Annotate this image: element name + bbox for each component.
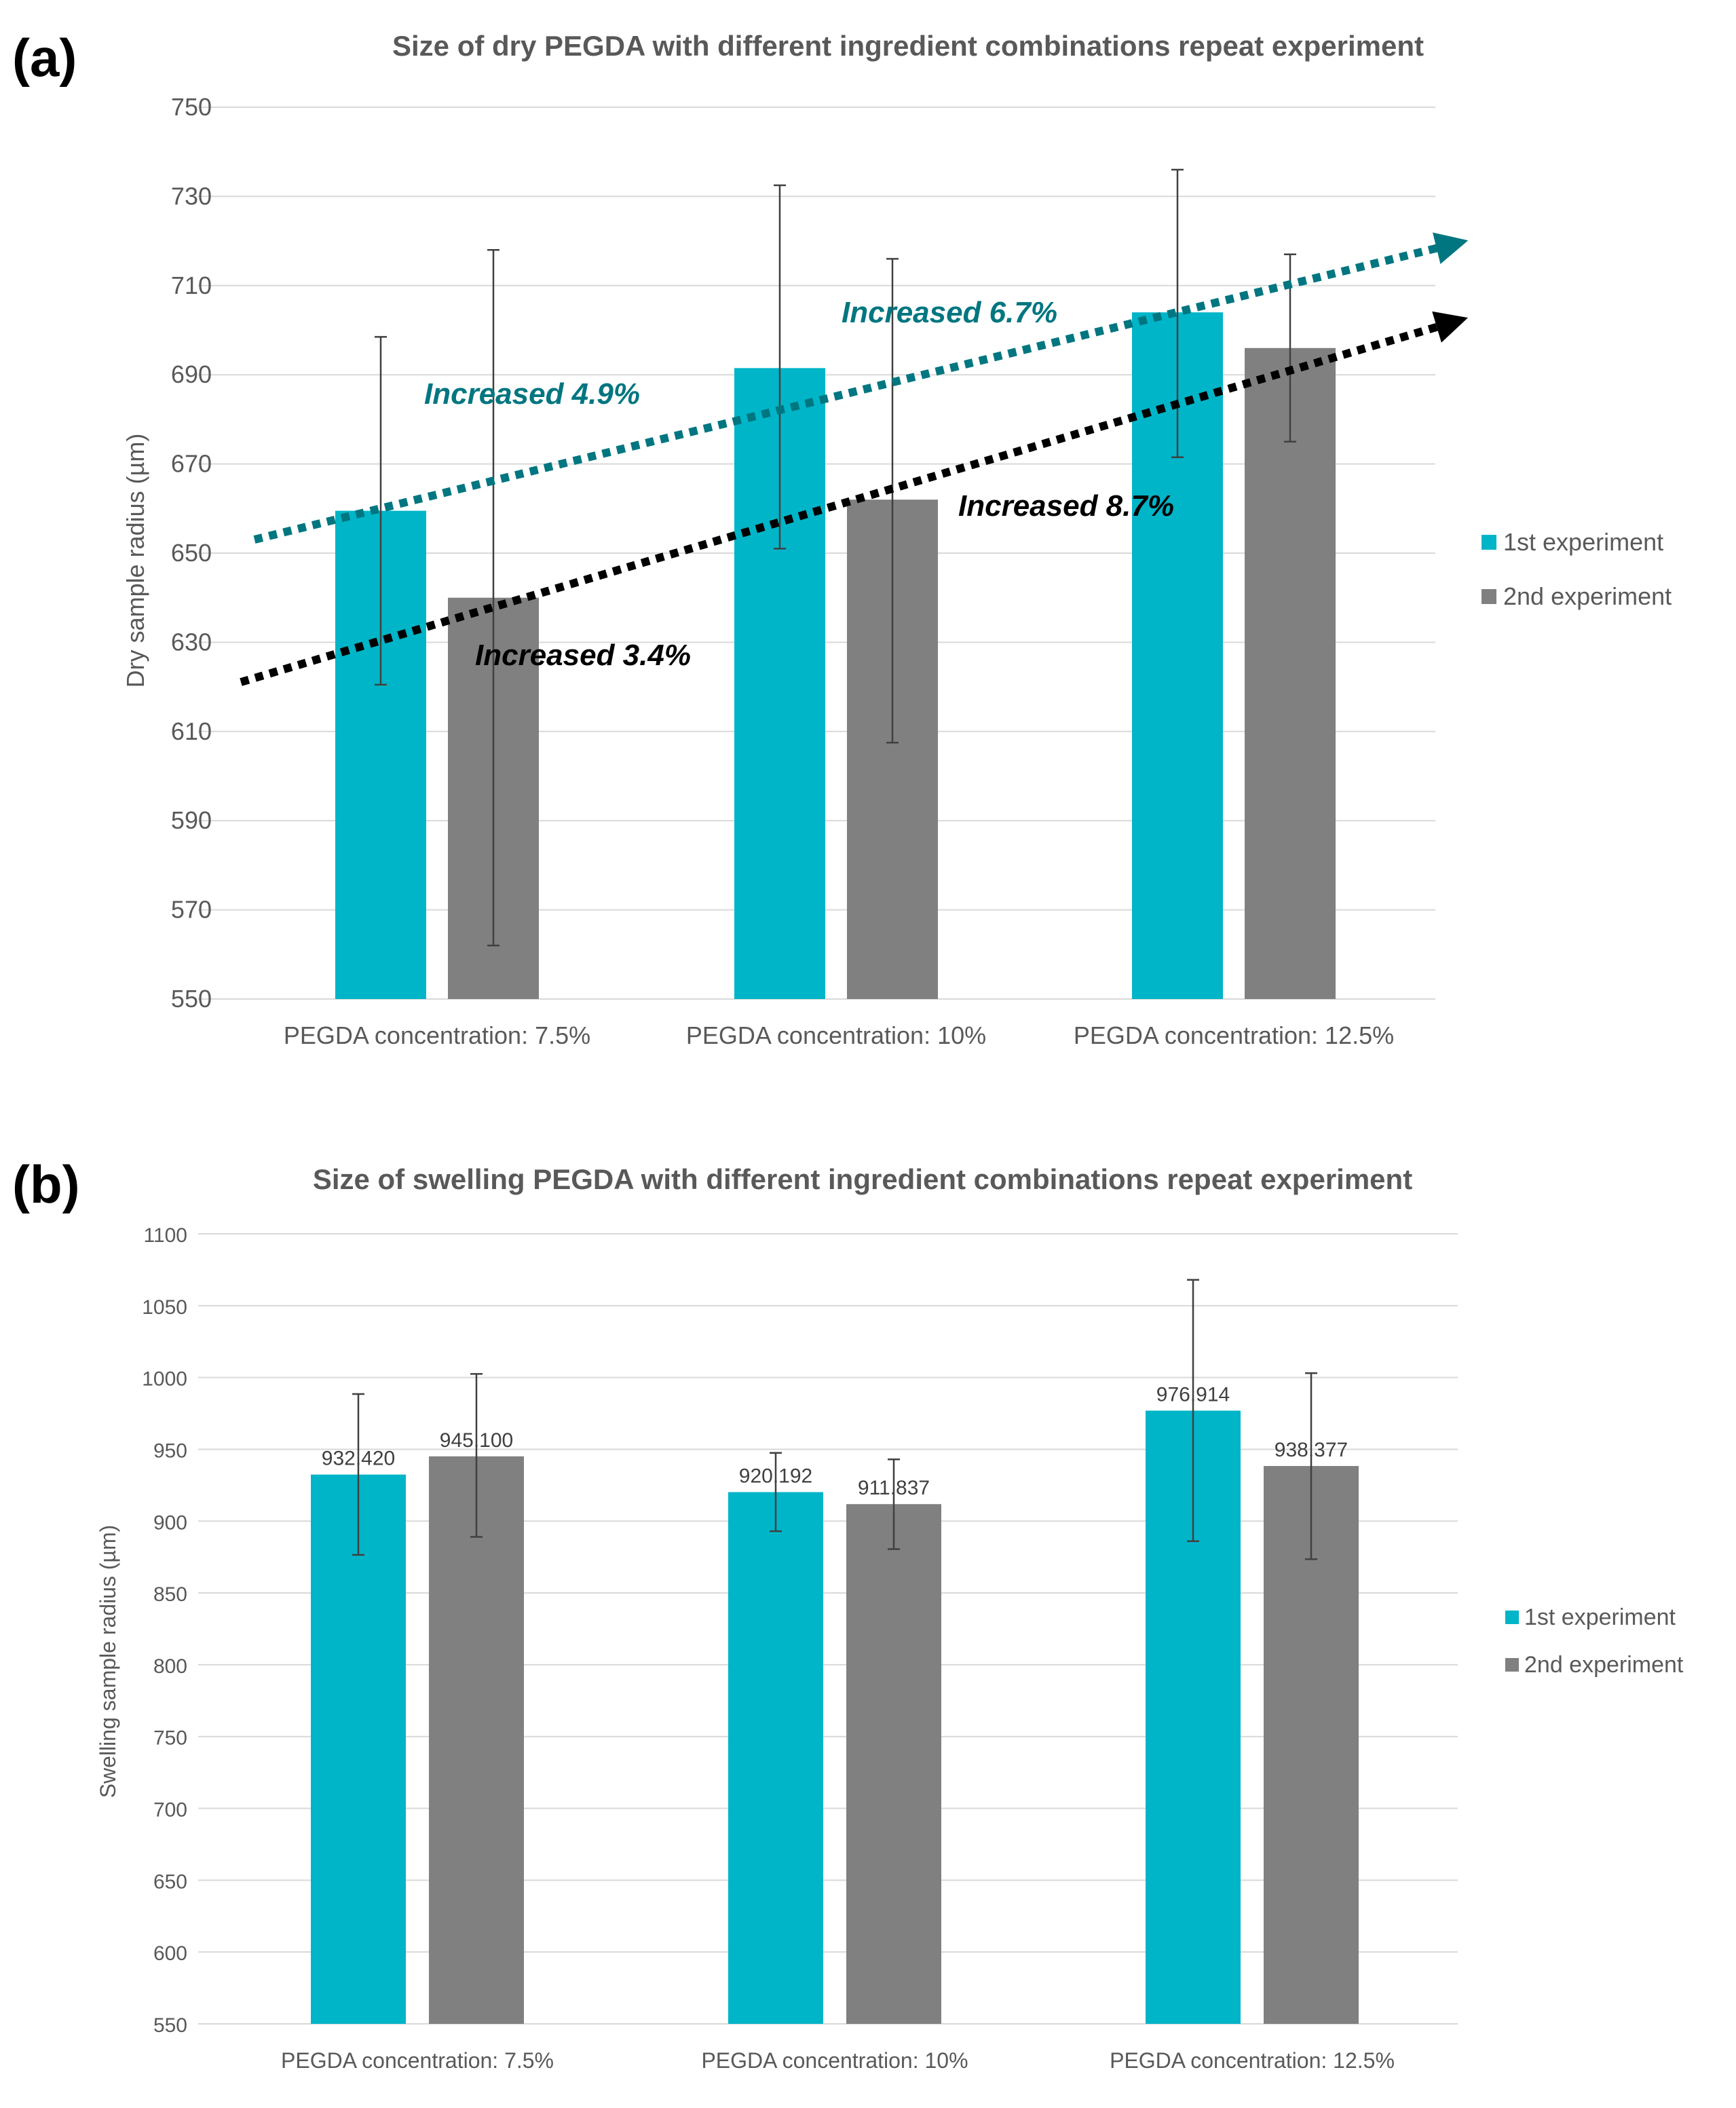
data-label-1st-cat2: 920.192: [739, 1465, 812, 1488]
y-tick-label-590: 590: [171, 806, 212, 834]
y-tick-label-750: 750: [153, 1727, 187, 1750]
data-label-1st-cat1: 932.420: [322, 1448, 395, 1470]
x-category-label-3: PEGDA concentration: 12.5%: [1110, 2048, 1395, 2073]
bar-2nd-cat3: [1245, 347, 1336, 999]
y-tick-label-600: 600: [153, 1942, 187, 1965]
chart-a-legend-swatch-1st: [1482, 535, 1496, 550]
teal-trend-arrow: [253, 232, 1469, 544]
chart-b-title: Size of swelling PEGDA with different in…: [313, 1163, 1412, 1195]
teal-annotation-1: Increased 4.9%: [424, 377, 640, 411]
y-tick-label-570: 570: [171, 896, 212, 924]
y-tick-label-650: 650: [171, 539, 212, 567]
y-tick-label-730: 730: [171, 182, 212, 210]
chart-b-y-ticks: 550 600 650 700 750 800 850 900 950 1000 1050 1100: [142, 1224, 187, 2037]
panel-a-label: (a): [12, 28, 77, 88]
y-tick-label-610: 610: [171, 717, 212, 745]
chart-b-gridlines: [198, 1233, 1458, 2025]
chart-a-legend: 1st experiment 2nd experiment: [1482, 528, 1672, 610]
chart-a-legend-label-2nd: 2nd experiment: [1503, 582, 1672, 610]
chart-b-legend-swatch-2nd: [1505, 1658, 1519, 1672]
data-label-2nd-cat3: 938.377: [1275, 1439, 1348, 1461]
y-tick-label-710: 710: [171, 271, 212, 299]
y-tick-label-550: 550: [171, 985, 212, 1013]
chart-panel-b: (b) Size of swelling PEGDA with differen…: [12, 1154, 1684, 2073]
chart-b-data-labels: 932.420 920.192 976.914 945.100 911.837 938.3…: [322, 1383, 1348, 1499]
y-tick-label-950: 950: [153, 1439, 187, 1462]
chart-panel-a: (a) Size of dry PEGDA with different ing…: [12, 28, 1672, 1049]
black-annotation-1: Increased 3.4%: [475, 639, 691, 672]
chart-b-y-axis-title: Swelling sample radius (µm): [96, 1525, 120, 1799]
black-trend-arrow: [240, 311, 1469, 686]
teal-annotation-2: Increased 6.7%: [842, 296, 1057, 329]
y-tick-label-1100: 1100: [143, 1224, 187, 1247]
x-category-label-2: PEGDA concentration: 10%: [686, 1021, 986, 1049]
y-tick-label-670: 670: [171, 450, 212, 478]
data-label-1st-cat3: 976.914: [1156, 1383, 1230, 1406]
x-category-label-1: PEGDA concentration: 7.5%: [284, 1021, 590, 1049]
bar-1st-cat1: [311, 1474, 406, 2024]
y-tick-label-690: 690: [171, 360, 212, 388]
y-tick-label-1000: 1000: [142, 1368, 187, 1391]
chart-a-error-bars: [375, 168, 1296, 947]
chart-a-y-axis-title: Dry sample radius (µm): [121, 434, 149, 688]
y-tick-label-650: 650: [153, 1870, 187, 1893]
y-tick-label-630: 630: [171, 628, 212, 656]
y-tick-label-900: 900: [153, 1511, 187, 1534]
bar-1st-cat2: [728, 1492, 823, 2024]
chart-a-categories: PEGDA concentration: 7.5% PEGDA concentra…: [284, 1021, 1394, 1049]
x-category-label-1: PEGDA concentration: 7.5%: [281, 2048, 554, 2073]
data-label-2nd-cat2: 911.837: [858, 1477, 930, 1499]
black-annotation-2: Increased 8.7%: [958, 489, 1174, 523]
chart-b-legend-label-2nd: 2nd experiment: [1524, 1652, 1684, 1678]
chart-a-title: Size of dry PEGDA with different ingredi…: [392, 30, 1424, 62]
y-tick-label-800: 800: [153, 1655, 187, 1678]
bar-2nd-cat1: [429, 1456, 524, 2024]
chart-a-legend-swatch-2nd: [1482, 589, 1496, 604]
chart-b-legend: 1st experiment 2nd experiment: [1505, 1604, 1684, 1678]
chart-a-legend-label-1st: 1st experiment: [1503, 528, 1663, 556]
chart-b-categories: PEGDA concentration: 7.5% PEGDA concentra…: [281, 2048, 1395, 2073]
y-tick-label-750: 750: [171, 93, 212, 121]
x-category-label-2: PEGDA concentration: 10%: [701, 2048, 968, 2073]
chart-b-error-bars: [352, 1279, 1317, 1560]
y-tick-label-1050: 1050: [142, 1296, 187, 1319]
panel-b-label: (b): [12, 1154, 80, 1214]
bar-2nd-cat2: [846, 1504, 941, 2024]
chart-b-legend-swatch-1st: [1505, 1611, 1519, 1624]
y-tick-label-550: 550: [153, 2014, 187, 2037]
chart-b-legend-label-1st: 1st experiment: [1524, 1604, 1676, 1630]
data-label-2nd-cat1: 945.100: [440, 1429, 513, 1452]
chart-a-y-ticks: 550 570 590 610 630 650 670 690 710 730 750: [171, 93, 212, 1013]
x-category-label-3: PEGDA concentration: 12.5%: [1074, 1021, 1394, 1049]
chart-b-bars: [311, 1410, 1359, 2024]
y-tick-label-850: 850: [153, 1583, 187, 1606]
y-tick-label-700: 700: [153, 1799, 187, 1822]
